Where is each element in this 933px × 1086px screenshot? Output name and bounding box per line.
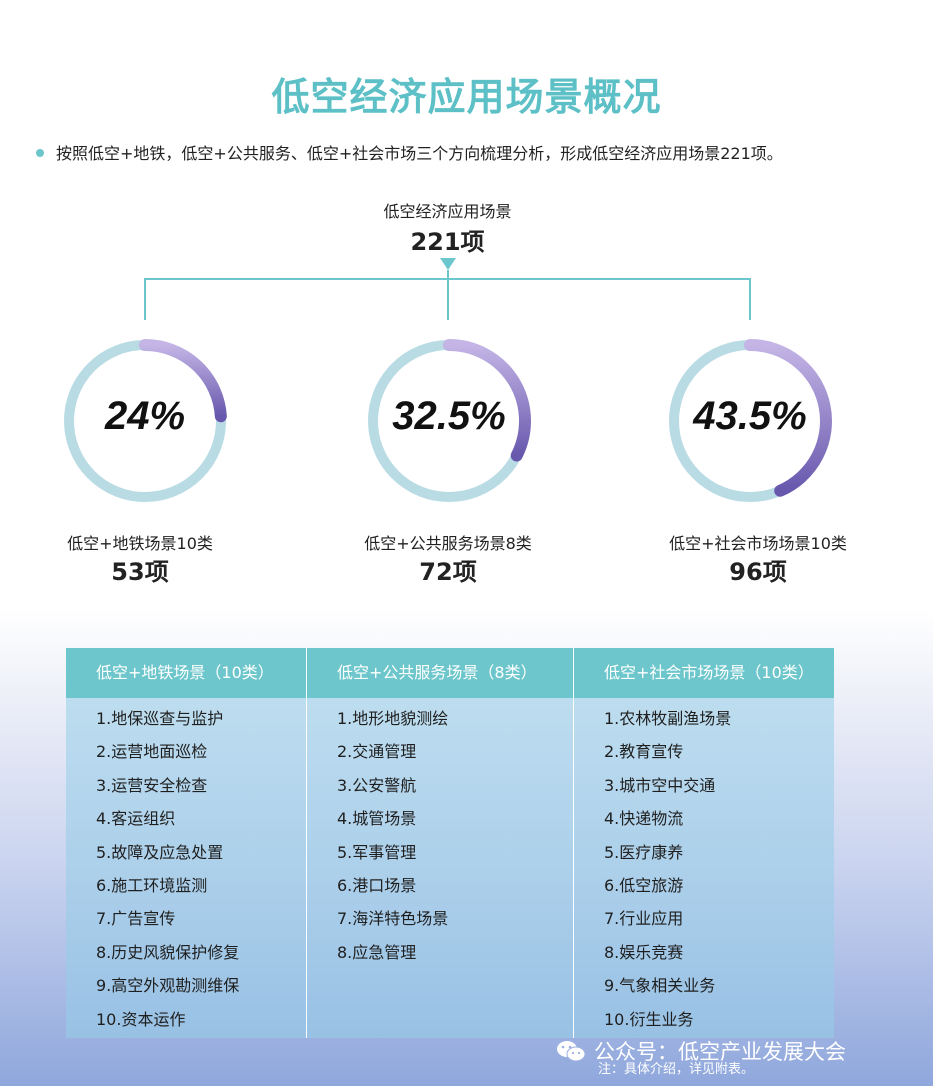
footer-brand: 公众号：低空产业发展大会: [556, 1036, 846, 1066]
category-label-metro: 低空+地铁场景10类: [67, 534, 213, 553]
list-item: 2.交通管理: [337, 742, 417, 762]
donut-percent-social-market: 43.5%: [693, 394, 807, 438]
list-item: 1.地形地貌测绘: [337, 709, 449, 728]
list-item: 5.故障及应急处置: [96, 842, 224, 862]
table-column-social-market: 低空+社会市场场景（10类） 1.农林牧副渔场景 2.教育宣传 3.城市空中交通…: [574, 648, 834, 1038]
donut-chart-metro: [64, 339, 227, 502]
donut-arc-1: [443, 339, 531, 462]
list-item: 4.城管场景: [337, 809, 417, 829]
category-label-social-market: 低空+社会市场场景10类: [669, 534, 847, 553]
list-item: 6.施工环境监测: [96, 875, 208, 895]
list-item: 3.城市空中交通: [604, 775, 716, 795]
list-item: 1.农林牧副渔场景: [604, 709, 732, 728]
scenario-table: 低空+地铁场景（10类） 1.地保巡查与监护 2.运营地面巡检 3.运营安全检查…: [66, 648, 834, 1038]
list-item: 7.广告宣传: [96, 909, 176, 929]
bullet-dot-icon: [36, 148, 44, 157]
intro-text: 按照低空+地铁，低空+公共服务、低空+社会市场三个方向梳理分析，形成低空经济应用…: [36, 140, 916, 164]
category-count-metro: 53项: [111, 558, 169, 586]
donut-arc-2: [744, 339, 832, 497]
list-item: 7.行业应用: [604, 909, 684, 929]
donut-chart-social-market: [669, 339, 832, 502]
category-count-public-service: 72项: [419, 558, 477, 586]
list-item: 6.低空旅游: [604, 875, 684, 895]
list-item: 2.运营地面巡检: [96, 742, 208, 762]
column-header: 低空+社会市场场景（10类）: [574, 648, 834, 698]
list-item: 9.高空外观勘测维保: [96, 976, 240, 996]
table-column-public-service: 低空+公共服务场景（8类） 1.地形地貌测绘 2.交通管理 3.公安警航 4.城…: [307, 648, 574, 1038]
down-triangle-icon: [440, 258, 456, 270]
tree-connector: [144, 258, 751, 320]
list-item: 6.港口场景: [337, 875, 417, 895]
list-item: 10.衍生业务: [604, 1009, 694, 1029]
column-list: 1.地保巡查与监护 2.运营地面巡检 3.运营安全检查 4.客运组织 5.故障及…: [66, 698, 306, 1036]
category-count-social-market: 96项: [729, 558, 787, 586]
total-count: 221项: [410, 228, 485, 256]
category-label-public-service: 低空+公共服务场景8类: [364, 534, 532, 553]
list-item: 8.娱乐竞赛: [604, 942, 684, 962]
list-item: 3.公安警航: [337, 775, 417, 795]
list-item: 4.快递物流: [604, 809, 684, 829]
total-label: 低空经济应用场景: [383, 202, 512, 221]
list-item: 5.医疗康养: [604, 842, 684, 862]
column-list: 1.农林牧副渔场景 2.教育宣传 3.城市空中交通 4.快递物流 5.医疗康养 …: [574, 698, 834, 1036]
column-header: 低空+公共服务场景（8类）: [307, 648, 573, 698]
list-item: 8.应急管理: [337, 942, 417, 962]
list-item: 2.教育宣传: [604, 742, 684, 762]
wechat-icon: [557, 1041, 586, 1062]
footer-brand-text: 公众号：低空产业发展大会: [594, 1040, 846, 1064]
list-item: 8.历史风貌保护修复: [96, 942, 240, 962]
column-list: 1.地形地貌测绘 2.交通管理 3.公安警航 4.城管场景 5.军事管理 6.港…: [307, 698, 573, 969]
list-item: 3.运营安全检查: [96, 775, 208, 795]
list-item: 4.客运组织: [96, 809, 176, 829]
table-column-metro: 低空+地铁场景（10类） 1.地保巡查与监护 2.运营地面巡检 3.运营安全检查…: [66, 648, 307, 1038]
donut-percent-metro: 24%: [104, 394, 186, 438]
footer-note: 注：具体介绍，详见附表。: [598, 1062, 755, 1077]
list-item: 1.地保巡查与监护: [96, 709, 224, 728]
page-title: 低空经济应用场景概况: [271, 75, 662, 119]
intro-sentence: 按照低空+地铁，低空+公共服务、低空+社会市场三个方向梳理分析，形成低空经济应用…: [56, 144, 783, 163]
list-item: 10.资本运作: [96, 1009, 186, 1029]
list-item: 9.气象相关业务: [604, 976, 716, 996]
donut-arc-0: [139, 339, 227, 423]
list-item: 7.海洋特色场景: [337, 909, 449, 929]
column-header: 低空+地铁场景（10类）: [66, 648, 306, 698]
donut-percent-public-service: 32.5%: [392, 394, 506, 438]
list-item: 5.军事管理: [337, 842, 417, 862]
donut-chart-public-service: [368, 339, 531, 502]
